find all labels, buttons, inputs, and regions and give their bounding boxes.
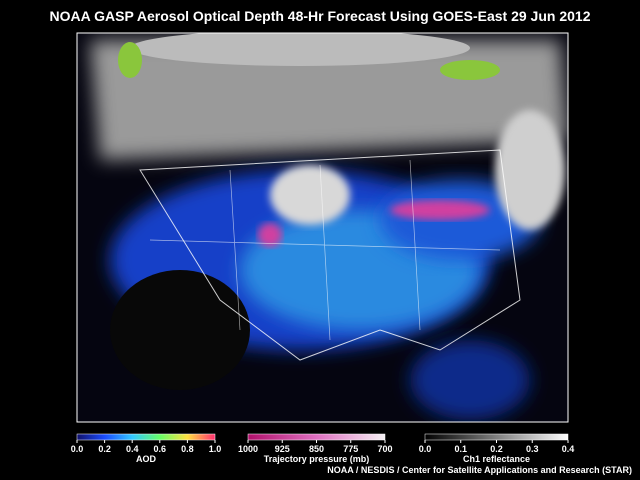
colorbar — [76, 433, 216, 441]
colorbar-tick-label: 700 — [377, 444, 392, 454]
colorbar-tick-label: 925 — [275, 444, 290, 454]
colorbar-tick-label: 0.8 — [181, 444, 194, 454]
colorbar-title: AOD — [136, 454, 157, 464]
map-frame — [76, 32, 569, 423]
colorbar — [424, 433, 569, 441]
colorbar-tick-label: 0.3 — [526, 444, 539, 454]
colorbar-tick-label: 0.0 — [419, 444, 432, 454]
colorbar-tick-label: 1000 — [238, 444, 258, 454]
title: NOAA GASP Aerosol Optical Depth 48-Hr Fo… — [50, 8, 591, 24]
colorbar-tick-label: 1.0 — [209, 444, 222, 454]
colorbar-title: Trajectory pressure (mb) — [264, 454, 370, 464]
colorbar — [247, 433, 386, 441]
colorbar-tick-label: 0.2 — [490, 444, 503, 454]
colorbar-title: Ch1 reflectance — [463, 454, 530, 464]
credit: NOAA / NESDIS / Center for Satellite App… — [327, 465, 632, 475]
colorbar-tick-label: 0.0 — [71, 444, 84, 454]
colorbar-tick-label: 0.4 — [562, 444, 575, 454]
colorbar-tick-label: 0.2 — [98, 444, 111, 454]
colorbar-tick-label: 850 — [309, 444, 324, 454]
colorbar-tick-label: 0.4 — [126, 444, 139, 454]
map — [77, 33, 568, 422]
colorbar-tick-label: 775 — [343, 444, 358, 454]
colorbar-tick-label: 0.1 — [454, 444, 467, 454]
colorbar-tick-label: 0.6 — [154, 444, 167, 454]
